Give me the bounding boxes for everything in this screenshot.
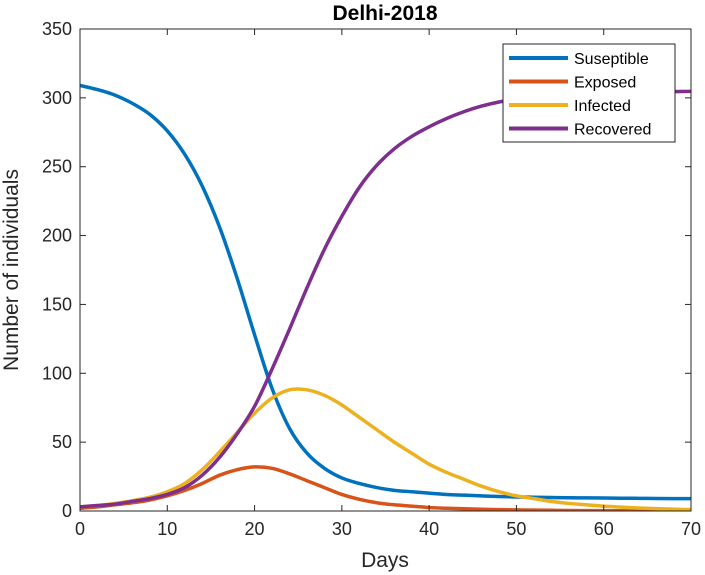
legend-label-exposed: Exposed: [574, 75, 636, 92]
chart-title: Delhi-2018: [332, 2, 437, 25]
x-tick-label: 70: [681, 519, 701, 539]
series-line-suseptible: [80, 83, 691, 501]
x-tick-label: 40: [419, 519, 439, 539]
y-tick-label: 150: [42, 294, 72, 314]
x-tick-label: 50: [506, 519, 526, 539]
x-tick-label: 60: [594, 519, 614, 539]
axes-box: [79, 28, 692, 512]
y-tick-label: 250: [42, 157, 72, 177]
legend-box: [502, 43, 676, 143]
legend-label-infected: Infected: [574, 98, 631, 115]
legend-items: Suseptible Exposed Infected Recovered: [509, 51, 651, 139]
y-tick-label: 300: [42, 88, 72, 108]
x-tick-label: 20: [245, 519, 265, 539]
legend-label-suseptible: Suseptible: [574, 51, 649, 68]
x-tick-label: 30: [332, 519, 352, 539]
x-tick-label: 0: [75, 519, 85, 539]
legend-label-recovered: Recovered: [574, 122, 651, 139]
legend: Suseptible Exposed Infected Recovered: [502, 43, 676, 143]
y-tick-label: 100: [42, 363, 72, 383]
y-tick-label: 50: [52, 432, 72, 452]
y-tick-label: 0: [62, 501, 72, 521]
y-tick-label: 350: [42, 19, 72, 39]
x-axis-label: Days: [361, 549, 409, 572]
x-tick-label: 10: [157, 519, 177, 539]
y-axis-label: Number of individuals: [0, 169, 23, 371]
ticks-layer: 0 10 20 30 40 50 60 70 0 50 100 150 200 250 300 350: [42, 19, 701, 539]
y-tick-label: 200: [42, 226, 72, 246]
series-line-infected: [80, 387, 691, 511]
